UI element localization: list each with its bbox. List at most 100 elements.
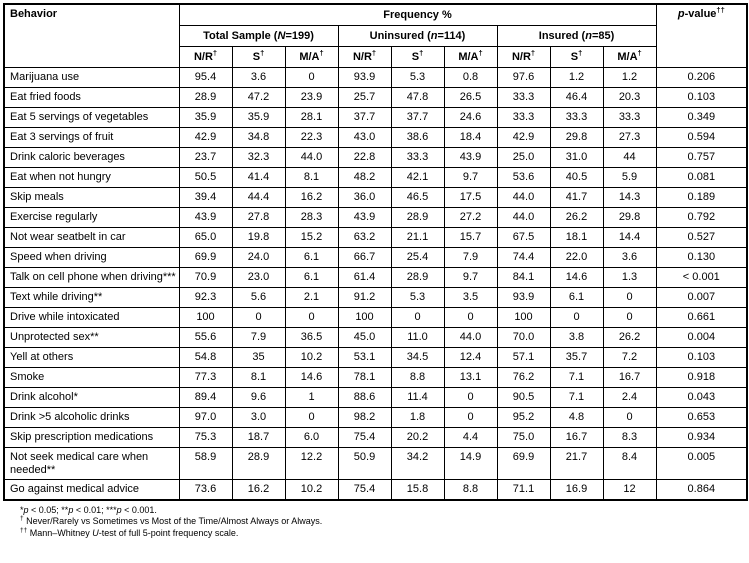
pvalue-cell: 0.103: [655, 87, 748, 108]
value-cell: 20.2: [390, 427, 445, 448]
pvalue-cell: 0.130: [655, 247, 748, 268]
value-cell: 50.9: [337, 447, 392, 480]
table-row: Yell at others 54.8 35 10.2 53.1 34.5 12.4 57.1…: [3, 347, 748, 368]
value-cell: 0: [443, 307, 498, 328]
behavior-cell: Unprotected sex**: [3, 327, 180, 348]
value-cell: 46.5: [390, 187, 445, 208]
col-header-pvalue: p-value††: [655, 3, 748, 68]
value-cell: 33.3: [549, 107, 604, 128]
value-cell: 34.8: [231, 127, 286, 148]
pvalue-cell: < 0.001: [655, 267, 748, 288]
behavior-cell: Marijuana use: [3, 67, 180, 88]
value-cell: 0.8: [443, 67, 498, 88]
value-cell: 23.7: [178, 147, 233, 168]
value-cell: 0: [443, 407, 498, 428]
value-cell: 11.4: [390, 387, 445, 408]
value-cell: 8.1: [284, 167, 339, 188]
behavior-cell: Eat fried foods: [3, 87, 180, 108]
table-row: Eat when not hungry 50.5 41.4 8.1 48.2 42.1 9.…: [3, 167, 748, 188]
subheader-uninsured-s: S†: [390, 46, 445, 68]
value-cell: 43.0: [337, 127, 392, 148]
value-cell: 13.1: [443, 367, 498, 388]
behavior-cell: Not wear seatbelt in car: [3, 227, 180, 248]
value-cell: 14.6: [284, 367, 339, 388]
value-cell: 34.2: [390, 447, 445, 480]
pvalue-cell: 0.007: [655, 287, 748, 308]
value-cell: 47.8: [390, 87, 445, 108]
value-cell: 23.9: [284, 87, 339, 108]
pvalue-cell: 0.864: [655, 479, 748, 500]
footnote-significance: *p < 0.05; **p < 0.01; ***p < 0.001.: [20, 504, 157, 515]
table-row: Text while driving** 92.3 5.6 2.1 91.2 5.3 3.5…: [3, 287, 748, 308]
behavior-cell: Eat 3 servings of fruit: [3, 127, 180, 148]
value-cell: 90.5: [496, 387, 551, 408]
subheader-uninsured-nr: N/R†: [337, 46, 392, 68]
header-row-1: Behavior Frequency % p-value††: [3, 3, 748, 68]
value-cell: 77.3: [178, 367, 233, 388]
value-cell: 8.1: [231, 367, 286, 388]
table-row: Eat 3 servings of fruit 42.9 34.8 22.3 43.0 3…: [3, 127, 748, 148]
value-cell: 98.2: [337, 407, 392, 428]
pvalue-cell: 0.081: [655, 167, 748, 188]
value-cell: 2.1: [284, 287, 339, 308]
subheader-insured-s: S†: [549, 46, 604, 68]
value-cell: 44.0: [496, 207, 551, 228]
value-cell: 16.2: [231, 479, 286, 500]
value-cell: 0: [602, 407, 657, 428]
value-cell: 100: [178, 307, 233, 328]
value-cell: 34.5: [390, 347, 445, 368]
table-row: Drink >5 alcoholic drinks 97.0 3.0 0 98.2 1.8…: [3, 407, 748, 428]
value-cell: 75.4: [337, 427, 392, 448]
value-cell: 15.2: [284, 227, 339, 248]
value-cell: 15.8: [390, 479, 445, 500]
table-row: Eat 5 servings of vegetables 35.9 35.9 28.1…: [3, 107, 748, 128]
pvalue-cell: 0.005: [655, 447, 748, 480]
behavior-cell: Skip meals: [3, 187, 180, 208]
value-cell: 16.7: [549, 427, 604, 448]
value-cell: 18.4: [443, 127, 498, 148]
value-cell: 71.1: [496, 479, 551, 500]
value-cell: 61.4: [337, 267, 392, 288]
behavior-cell: Text while driving**: [3, 287, 180, 308]
value-cell: 65.0: [178, 227, 233, 248]
subheader-total-nr: N/R†: [178, 46, 233, 68]
value-cell: 66.7: [337, 247, 392, 268]
value-cell: 0: [231, 307, 286, 328]
subheader-total-ma: M/A†: [284, 46, 339, 68]
table-row: Drive while intoxicated 100 0 0 100 0 0 100 0 0 0.…: [3, 307, 748, 328]
value-cell: 28.3: [284, 207, 339, 228]
value-cell: 15.7: [443, 227, 498, 248]
value-cell: 35.7: [549, 347, 604, 368]
table-row: Not seek medical care when needed** 58.9 2…: [3, 447, 748, 480]
value-cell: 28.9: [390, 267, 445, 288]
value-cell: 16.7: [602, 367, 657, 388]
value-cell: 18.1: [549, 227, 604, 248]
value-cell: 97.6: [496, 67, 551, 88]
value-cell: 7.9: [443, 247, 498, 268]
table-row: Smoke 77.3 8.1 14.6 78.1 8.8 13.1 76.2 7.1 16.7 0.…: [3, 367, 748, 388]
value-cell: 73.6: [178, 479, 233, 500]
value-cell: 36.5: [284, 327, 339, 348]
table-row: Eat fried foods 28.9 47.2 23.9 25.7 47.8 26.5 3…: [3, 87, 748, 108]
value-cell: 14.3: [602, 187, 657, 208]
behavior-cell: Not seek medical care when needed**: [3, 447, 180, 480]
col-header-uninsured: Uninsured (n=114): [337, 25, 498, 47]
value-cell: 2.4: [602, 387, 657, 408]
value-cell: 5.3: [390, 67, 445, 88]
value-cell: 1.3: [602, 267, 657, 288]
value-cell: 5.6: [231, 287, 286, 308]
value-cell: 6.1: [549, 287, 604, 308]
value-cell: 28.9: [231, 447, 286, 480]
value-cell: 25.7: [337, 87, 392, 108]
value-cell: 8.4: [602, 447, 657, 480]
table-row: Drink caloric beverages 23.7 32.3 44.0 22.8 3…: [3, 147, 748, 168]
value-cell: 44: [602, 147, 657, 168]
value-cell: 69.9: [496, 447, 551, 480]
col-header-behavior: Behavior: [3, 3, 180, 68]
value-cell: 44.4: [231, 187, 286, 208]
value-cell: 37.7: [337, 107, 392, 128]
value-cell: 16.9: [549, 479, 604, 500]
value-cell: 22.8: [337, 147, 392, 168]
value-cell: 0: [390, 307, 445, 328]
value-cell: 75.4: [337, 479, 392, 500]
